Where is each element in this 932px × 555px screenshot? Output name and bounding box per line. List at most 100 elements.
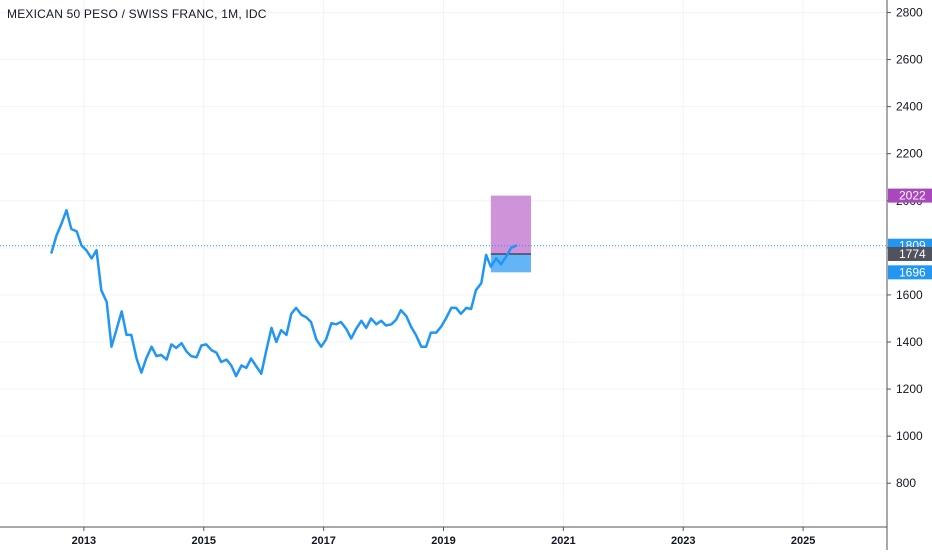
series-layer	[50, 208, 518, 378]
data-point	[426, 346, 427, 347]
data-point	[286, 334, 287, 335]
data-point	[216, 352, 217, 353]
data-point	[201, 345, 202, 346]
data-point	[321, 346, 322, 347]
data-point	[406, 316, 407, 317]
data-point	[400, 310, 401, 311]
data-point	[266, 351, 267, 352]
data-point	[346, 328, 347, 329]
data-point	[121, 311, 122, 312]
data-point	[411, 326, 412, 327]
data-point	[391, 324, 392, 325]
data-point	[280, 330, 281, 331]
data-point	[51, 252, 52, 253]
data-point	[66, 210, 67, 211]
data-point	[141, 372, 142, 373]
data-point	[436, 332, 437, 333]
data-point	[515, 245, 516, 246]
data-point	[351, 338, 352, 339]
data-point	[301, 314, 302, 315]
data-point	[361, 320, 362, 321]
x-tick-label: 2019	[431, 535, 455, 547]
data-point	[340, 321, 341, 322]
data-point	[271, 327, 272, 328]
y-tick-label: 2200	[896, 147, 923, 161]
data-point	[306, 317, 307, 318]
data-point	[176, 347, 177, 348]
data-point	[376, 324, 377, 325]
data-point	[81, 245, 82, 246]
profit-zone	[490, 195, 532, 254]
data-point	[331, 323, 332, 324]
y-tick-label: 2400	[896, 100, 923, 114]
data-point	[396, 319, 397, 320]
data-point	[385, 325, 386, 326]
data-point	[475, 290, 476, 291]
entry-price-label-bg	[888, 246, 932, 261]
data-point	[76, 231, 77, 232]
data-point	[505, 257, 506, 258]
data-point	[325, 339, 326, 340]
data-point	[261, 373, 262, 374]
data-point	[430, 332, 431, 333]
data-point	[295, 307, 296, 308]
x-tick-label: 2021	[551, 535, 575, 547]
data-point	[61, 223, 62, 224]
y-tick-label: 1400	[896, 335, 923, 349]
y-tick-label: 1600	[896, 288, 923, 302]
data-point	[421, 346, 422, 347]
data-point	[310, 321, 311, 322]
data-point	[496, 258, 497, 259]
data-point	[451, 307, 452, 308]
data-point	[291, 313, 292, 314]
data-point	[56, 235, 57, 236]
stop-price-label: 1696	[899, 265, 926, 279]
data-point	[485, 254, 486, 255]
data-point	[196, 357, 197, 358]
y-tick-label: 2600	[896, 53, 923, 67]
data-point	[111, 346, 112, 347]
data-point	[500, 264, 501, 265]
data-point	[161, 354, 162, 355]
data-point	[231, 365, 232, 366]
loss-zone	[490, 253, 532, 273]
data-point	[91, 258, 92, 259]
data-point	[86, 250, 87, 251]
x-tick-label: 2017	[311, 535, 335, 547]
y-tick-label: 1200	[896, 382, 923, 396]
data-point	[171, 344, 172, 345]
target-price-label-bg	[888, 188, 932, 203]
data-point	[156, 356, 157, 357]
data-point	[226, 359, 227, 360]
data-point	[241, 365, 242, 366]
data-point	[116, 330, 117, 331]
data-point	[136, 358, 137, 359]
stop-price-label-bg	[888, 265, 932, 280]
data-point	[445, 318, 446, 319]
data-point	[221, 361, 222, 362]
data-point	[236, 376, 237, 377]
y-tick-label: 2800	[896, 5, 923, 19]
data-point	[106, 301, 107, 302]
grid	[0, 0, 887, 527]
data-point	[96, 250, 97, 251]
data-point	[336, 324, 337, 325]
data-point	[211, 350, 212, 351]
y-tick-label: 1000	[896, 429, 923, 443]
data-point	[126, 334, 127, 335]
data-point	[355, 328, 356, 329]
data-point	[415, 334, 416, 335]
x-tick-label: 2015	[192, 535, 216, 547]
data-point	[186, 351, 187, 352]
data-point	[131, 334, 132, 335]
data-point	[151, 346, 152, 347]
x-tick-label: 2023	[671, 535, 695, 547]
position-zones	[0, 195, 887, 273]
data-point	[370, 318, 371, 319]
data-point	[246, 367, 247, 368]
data-point	[146, 358, 147, 359]
data-point	[455, 307, 456, 308]
